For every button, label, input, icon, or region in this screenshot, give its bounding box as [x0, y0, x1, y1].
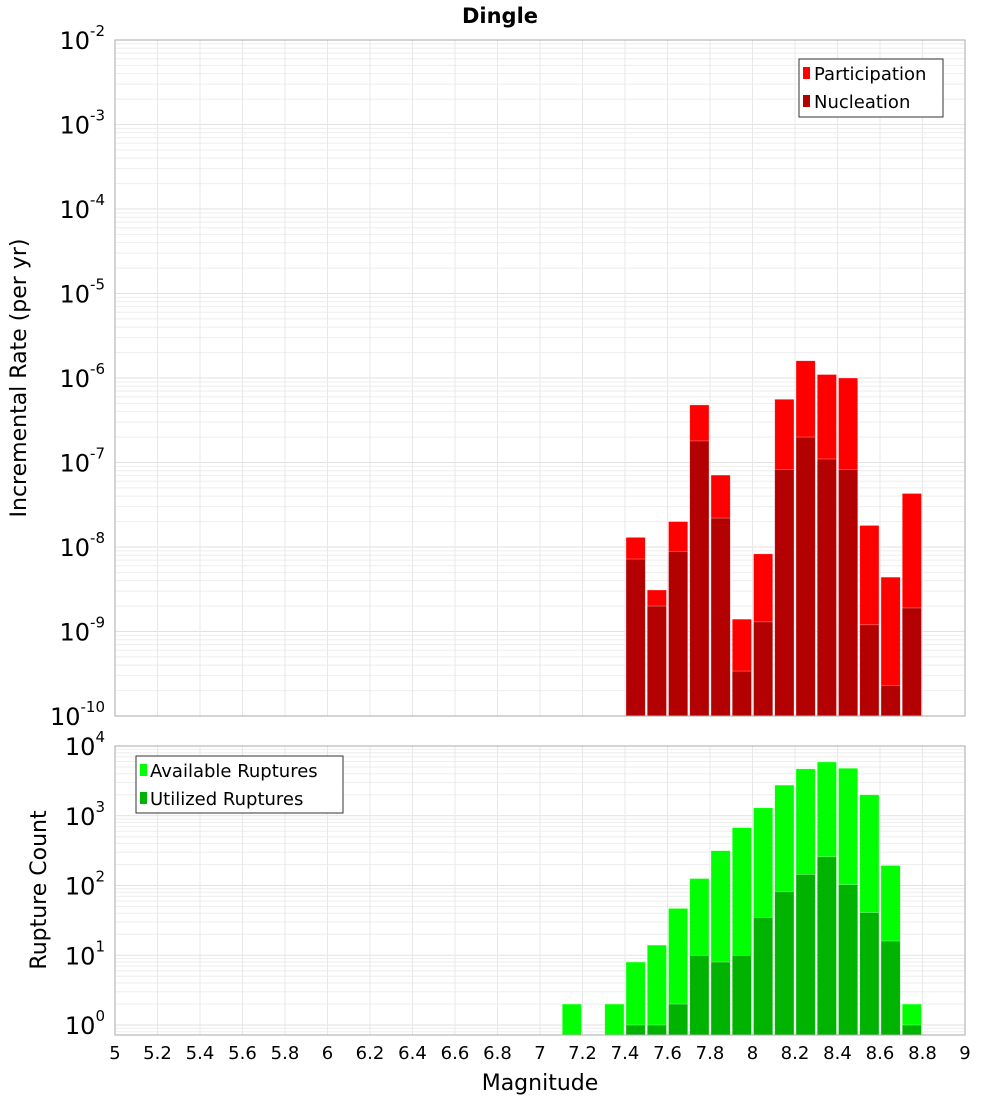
x-tick-label: 5.6: [228, 1043, 257, 1064]
y-tick-label: 10-4: [59, 191, 105, 224]
y-tick-label: 102: [65, 868, 105, 901]
x-tick-label: 5.2: [143, 1043, 172, 1064]
legend-label-available: Available Ruptures: [150, 761, 318, 782]
bottom-y-axis-label: Rupture Count: [27, 810, 52, 970]
bar-utilized-ruptures: [753, 917, 774, 1036]
bar-nucleation: [816, 458, 837, 717]
bottom-plot-bars: [561, 761, 922, 1036]
bar-nucleation: [646, 605, 667, 717]
bar-utilized-ruptures: [646, 1024, 667, 1036]
top-plot-frame: [114, 39, 966, 717]
x-tick-label: 5: [109, 1043, 120, 1064]
bar-nucleation: [753, 621, 774, 717]
x-tick-label: 8.4: [823, 1043, 852, 1064]
x-tick-label: 8: [747, 1043, 758, 1064]
legend-label-utilized: Utilized Ruptures: [150, 789, 303, 810]
bar-nucleation: [774, 469, 795, 717]
bottom-y-ticks: 100 101 102 103 104: [65, 728, 105, 1040]
bar-available-ruptures: [561, 1003, 582, 1036]
y-tick-label: 101: [65, 937, 105, 970]
bar-available-ruptures: [646, 944, 667, 1036]
bar-nucleation: [901, 607, 922, 717]
bar-nucleation: [689, 440, 710, 717]
x-ticks: 5 5.2 5.4 5.6 5.8 6 6.2 6.4 6.6 6.8 7 7.2 7.4 7.6 7.8 8…: [109, 1043, 970, 1064]
bar-utilized-ruptures: [795, 874, 816, 1036]
bottom-legend: Available Ruptures Utilized Ruptures: [135, 755, 344, 814]
legend-swatch-participation: [803, 67, 810, 79]
bar-nucleation: [880, 685, 901, 717]
bar-utilized-ruptures: [816, 856, 837, 1036]
x-tick-label: 7.8: [696, 1043, 725, 1064]
bar-utilized-ruptures: [710, 961, 731, 1036]
top-legend: Participation Nucleation: [798, 58, 944, 118]
x-tick-label: 6.2: [356, 1043, 385, 1064]
x-tick-label: 7.6: [653, 1043, 682, 1064]
legend-swatch-available: [140, 764, 147, 776]
legend-label-participation: Participation: [814, 64, 926, 85]
x-tick-label: 8.6: [866, 1043, 895, 1064]
legend-swatch-utilized: [140, 792, 147, 804]
y-tick-label: 100: [65, 1007, 105, 1040]
bar-nucleation: [625, 558, 646, 717]
bottom-plot-frame: [114, 745, 966, 1036]
chart-title: Dingle: [462, 4, 538, 28]
y-tick-label: 10-6: [59, 360, 105, 393]
bar-utilized-ruptures: [901, 1024, 922, 1036]
top-plot-bars: [625, 360, 922, 717]
x-tick-label: 7.2: [568, 1043, 597, 1064]
bar-utilized-ruptures: [668, 1003, 689, 1036]
x-tick-label: 6.8: [483, 1043, 512, 1064]
bar-utilized-ruptures: [859, 912, 880, 1036]
top-y-ticks: 10-10 10-9 10-8 10-7 10-6 10-5 10-4 10-3 10-2: [50, 22, 105, 731]
x-tick-label: 5.4: [186, 1043, 215, 1064]
y-tick-label: 10-5: [59, 276, 105, 309]
y-tick-label: 10-2: [59, 22, 105, 55]
x-tick-label: 6.4: [398, 1043, 427, 1064]
y-tick-label: 10-9: [59, 614, 105, 647]
bar-nucleation: [859, 624, 880, 717]
x-tick-label: 9: [959, 1043, 970, 1064]
y-tick-label: 10-7: [59, 445, 105, 478]
bar-available-ruptures: [625, 961, 646, 1036]
legend-swatch-nucleation: [803, 95, 810, 107]
bar-nucleation: [838, 469, 859, 717]
x-tick-label: 5.8: [271, 1043, 300, 1064]
y-tick-label: 10-3: [59, 107, 105, 140]
bar-utilized-ruptures: [880, 940, 901, 1036]
x-tick-label: 6: [322, 1043, 333, 1064]
bar-utilized-ruptures: [731, 954, 752, 1036]
x-tick-label: 7.4: [611, 1043, 640, 1064]
y-tick-label: 104: [65, 728, 105, 761]
y-tick-label: 10-8: [59, 529, 105, 562]
bar-utilized-ruptures: [774, 891, 795, 1036]
y-tick-label: 10-10: [50, 698, 105, 731]
top-plot-grid: [114, 39, 966, 717]
bar-nucleation: [710, 517, 731, 717]
bar-available-ruptures: [604, 1003, 625, 1036]
bar-nucleation: [668, 550, 689, 717]
x-tick-label: 7: [534, 1043, 545, 1064]
legend-label-nucleation: Nucleation: [814, 92, 910, 113]
x-tick-label: 8.2: [781, 1043, 810, 1064]
bar-utilized-ruptures: [838, 884, 859, 1036]
x-tick-label: 8.8: [908, 1043, 937, 1064]
bar-nucleation: [731, 670, 752, 717]
top-y-axis-label: Incremental Rate (per yr): [7, 239, 32, 518]
x-tick-label: 6.6: [441, 1043, 470, 1064]
bar-nucleation: [795, 436, 816, 717]
y-tick-label: 103: [65, 798, 105, 831]
x-axis-label: Magnitude: [482, 1071, 599, 1096]
bar-utilized-ruptures: [625, 1024, 646, 1036]
bar-utilized-ruptures: [689, 954, 710, 1036]
